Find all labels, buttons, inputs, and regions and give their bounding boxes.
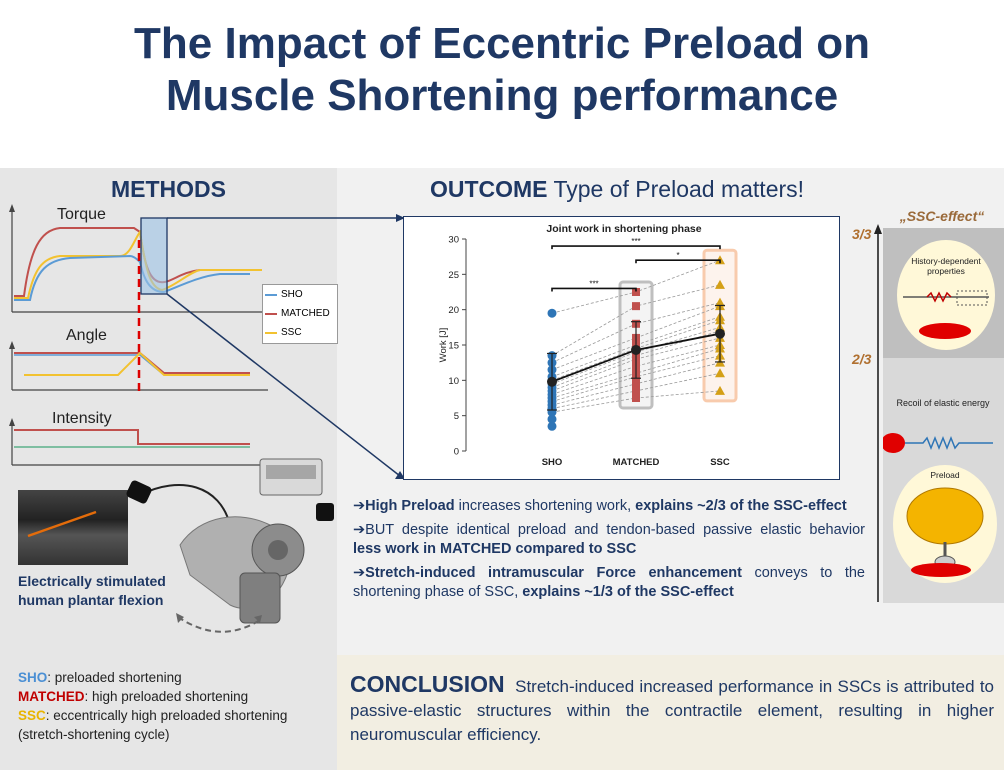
data-point-matched [632, 379, 640, 388]
fraction-3-3: 3/3 [852, 226, 872, 242]
ultrasound-image [18, 490, 128, 565]
data-point-sho [547, 421, 557, 431]
legend-swatch-sho [265, 293, 277, 296]
fraction-2-3: 2/3 [852, 351, 872, 367]
conclusion: CONCLUSION Stretch-induced increased per… [350, 672, 994, 747]
legend-item-matched: MATCHED [263, 304, 337, 323]
dynamometer-setup-illustration [126, 458, 334, 633]
poster-title: The Impact of Eccentric Preload on Muscl… [0, 18, 1004, 122]
sig-bracket-matched-ssc [635, 259, 721, 264]
data-point-matched [632, 386, 640, 395]
title-line-2: Muscle Shortening performance [165, 71, 839, 120]
ssc-effect-title: „SSC-effect“ [899, 208, 985, 224]
conclusion-text: Stretch-induced increased performance in… [350, 677, 995, 744]
data-point-ssc [715, 279, 725, 289]
elastic-spring-icon [883, 433, 993, 453]
data-point-sho [547, 414, 557, 424]
ssc-effect-axis [874, 224, 882, 602]
x-category-label: SHO [542, 457, 563, 468]
subject-line [551, 344, 721, 395]
signal-legend: SHO MATCHED SSC [262, 284, 338, 344]
torque-label: Torque [57, 206, 106, 223]
mean-point-ssc [715, 328, 725, 339]
methods-heading: METHODS [111, 176, 226, 202]
intensity-label: Intensity [52, 410, 112, 427]
angle-label: Angle [66, 327, 107, 344]
brain-spine-icon [906, 487, 984, 577]
recoil-label: Recoil of elastic energy [896, 398, 990, 408]
sig-bracket-matched-ssc-label: * [676, 251, 679, 260]
sig-bracket-sho-ssc-label: *** [631, 237, 640, 246]
data-point-matched [632, 394, 640, 402]
y-tick-label: 15 [448, 341, 459, 352]
sarcomere-icon [903, 290, 989, 339]
legend-swatch-matched [265, 312, 277, 315]
title-line-1: The Impact of Eccentric Preload on [134, 19, 870, 68]
y-tick-label: 10 [448, 376, 459, 387]
mean-point-sho [547, 376, 557, 387]
legend-swatch-ssc [265, 331, 277, 334]
bullet-1: ➔High Preload increases shortening work,… [353, 498, 847, 514]
outcome-heading: OUTCOME Type of Preload matters! [337, 176, 897, 203]
fascicle-marker [27, 510, 97, 538]
work-chart-svg: Joint work in shortening phase 0 5 10 15 20 25… [438, 223, 738, 468]
data-point-matched [632, 288, 640, 296]
conclusion-panel [337, 655, 1004, 770]
work-chart: Joint work in shortening phase 0 5 10 15 20 25… [403, 216, 840, 480]
conclusion-heading: CONCLUSION [350, 671, 505, 697]
subject-line [551, 337, 721, 392]
x-category-label: SSC [710, 457, 730, 468]
data-point-matched [632, 302, 640, 311]
bullet-2: ➔BUT despite identical preload and tendo… [353, 522, 865, 557]
y-tick-label: 25 [448, 270, 459, 281]
x-category-label: MATCHED [613, 457, 660, 468]
mean-point-matched [631, 344, 641, 355]
y-tick-label: 0 [454, 447, 459, 458]
methods-signal-graphs [9, 204, 268, 466]
definition-matched: MATCHED: high preloaded shortening [18, 689, 249, 704]
setup-caption: Electrically stimulated human plantar fl… [18, 573, 166, 608]
definition-sho: SHO: preloaded shortening [18, 670, 182, 685]
y-tick-label: 20 [448, 305, 459, 316]
legend-item-ssc: SSC [263, 323, 337, 342]
preload-label: Preload [930, 470, 960, 480]
sig-bracket-sho-matched-label: *** [589, 279, 598, 288]
sig-bracket-sho-matched [551, 287, 637, 292]
chart-title: Joint work in shortening phase [546, 223, 701, 235]
outcome-heading-bold: OUTCOME [429, 176, 548, 202]
data-point-ssc [715, 368, 725, 378]
history-label: History-dependent properties [911, 256, 981, 276]
definition-ssc: SSC: eccentrically high preloaded shorte… [18, 708, 288, 742]
data-point-ssc [715, 385, 725, 395]
sig-bracket-sho-ssc [551, 245, 721, 250]
outcome-heading-rest: Type of Preload matters! [547, 176, 805, 202]
outcome-bullets: ➔High Preload increases shortening work,… [353, 497, 865, 607]
data-point-sho [547, 308, 557, 318]
y-axis-label: Work [J] [438, 328, 449, 363]
condition-definitions: SHO: preloaded shortening MATCHED: high … [18, 668, 328, 744]
bullet-3: ➔Stretch-induced intramuscular Force enh… [353, 565, 865, 600]
y-tick-label: 5 [454, 411, 459, 422]
legend-item-sho: SHO [263, 285, 337, 304]
y-tick-label: 30 [448, 235, 459, 246]
